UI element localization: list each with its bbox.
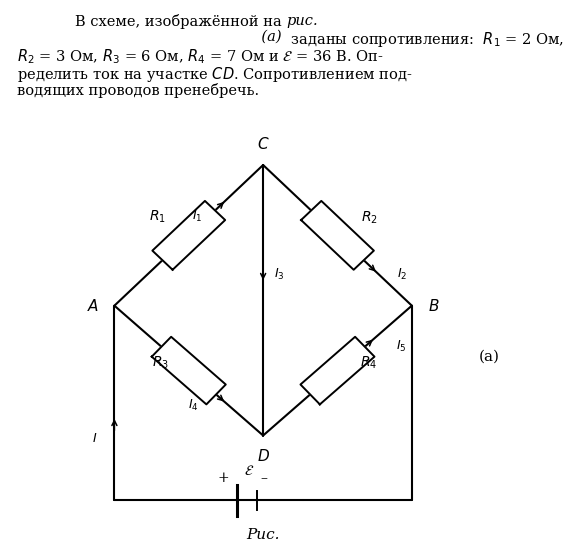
Text: (a): (a): [229, 30, 286, 44]
Text: Рис.: Рис.: [247, 527, 280, 541]
Polygon shape: [300, 337, 375, 404]
Text: $A$: $A$: [86, 298, 99, 314]
Text: $C$: $C$: [257, 136, 269, 153]
Text: $I_3$: $I_3$: [274, 267, 284, 282]
Text: рис.: рис.: [286, 14, 317, 28]
Text: $R_1$: $R_1$: [149, 208, 166, 225]
Text: $I_2$: $I_2$: [397, 267, 407, 282]
Text: $I_4$: $I_4$: [188, 398, 198, 413]
Text: $R_4$: $R_4$: [360, 354, 378, 371]
Text: $I_1$: $I_1$: [192, 209, 202, 224]
Text: заданы сопротивления:  $R_1$ = 2 Ом,: заданы сопротивления: $R_1$ = 2 Ом,: [286, 30, 564, 49]
Text: $\mathcal{E}$: $\mathcal{E}$: [244, 464, 254, 478]
Text: $B$: $B$: [428, 298, 439, 314]
Text: $R_2$: $R_2$: [360, 209, 378, 226]
Text: $R_3$: $R_3$: [152, 354, 169, 371]
Polygon shape: [152, 201, 225, 270]
Text: $I_5$: $I_5$: [396, 339, 407, 354]
Text: $R_2$ = 3 Ом, $R_3$ = 6 Ом, $R_4$ = 7 Ом и $\mathcal{E}$ = 36 В. Оп-: $R_2$ = 3 Ом, $R_3$ = 6 Ом, $R_4$ = 7 Ом…: [17, 48, 384, 67]
Polygon shape: [301, 201, 374, 270]
Text: водящих проводов пренебречь.: водящих проводов пренебречь.: [17, 83, 259, 98]
Text: +: +: [217, 471, 229, 485]
Text: –: –: [261, 471, 268, 485]
Text: $D$: $D$: [257, 448, 269, 464]
Text: $I$: $I$: [92, 432, 97, 445]
Text: (a): (a): [479, 350, 499, 364]
Polygon shape: [152, 337, 226, 404]
Text: В схеме, изображённой на: В схеме, изображённой на: [74, 14, 286, 29]
Text: ределить ток на участке $CD$. Сопротивлением под-: ределить ток на участке $CD$. Сопротивле…: [17, 65, 413, 84]
